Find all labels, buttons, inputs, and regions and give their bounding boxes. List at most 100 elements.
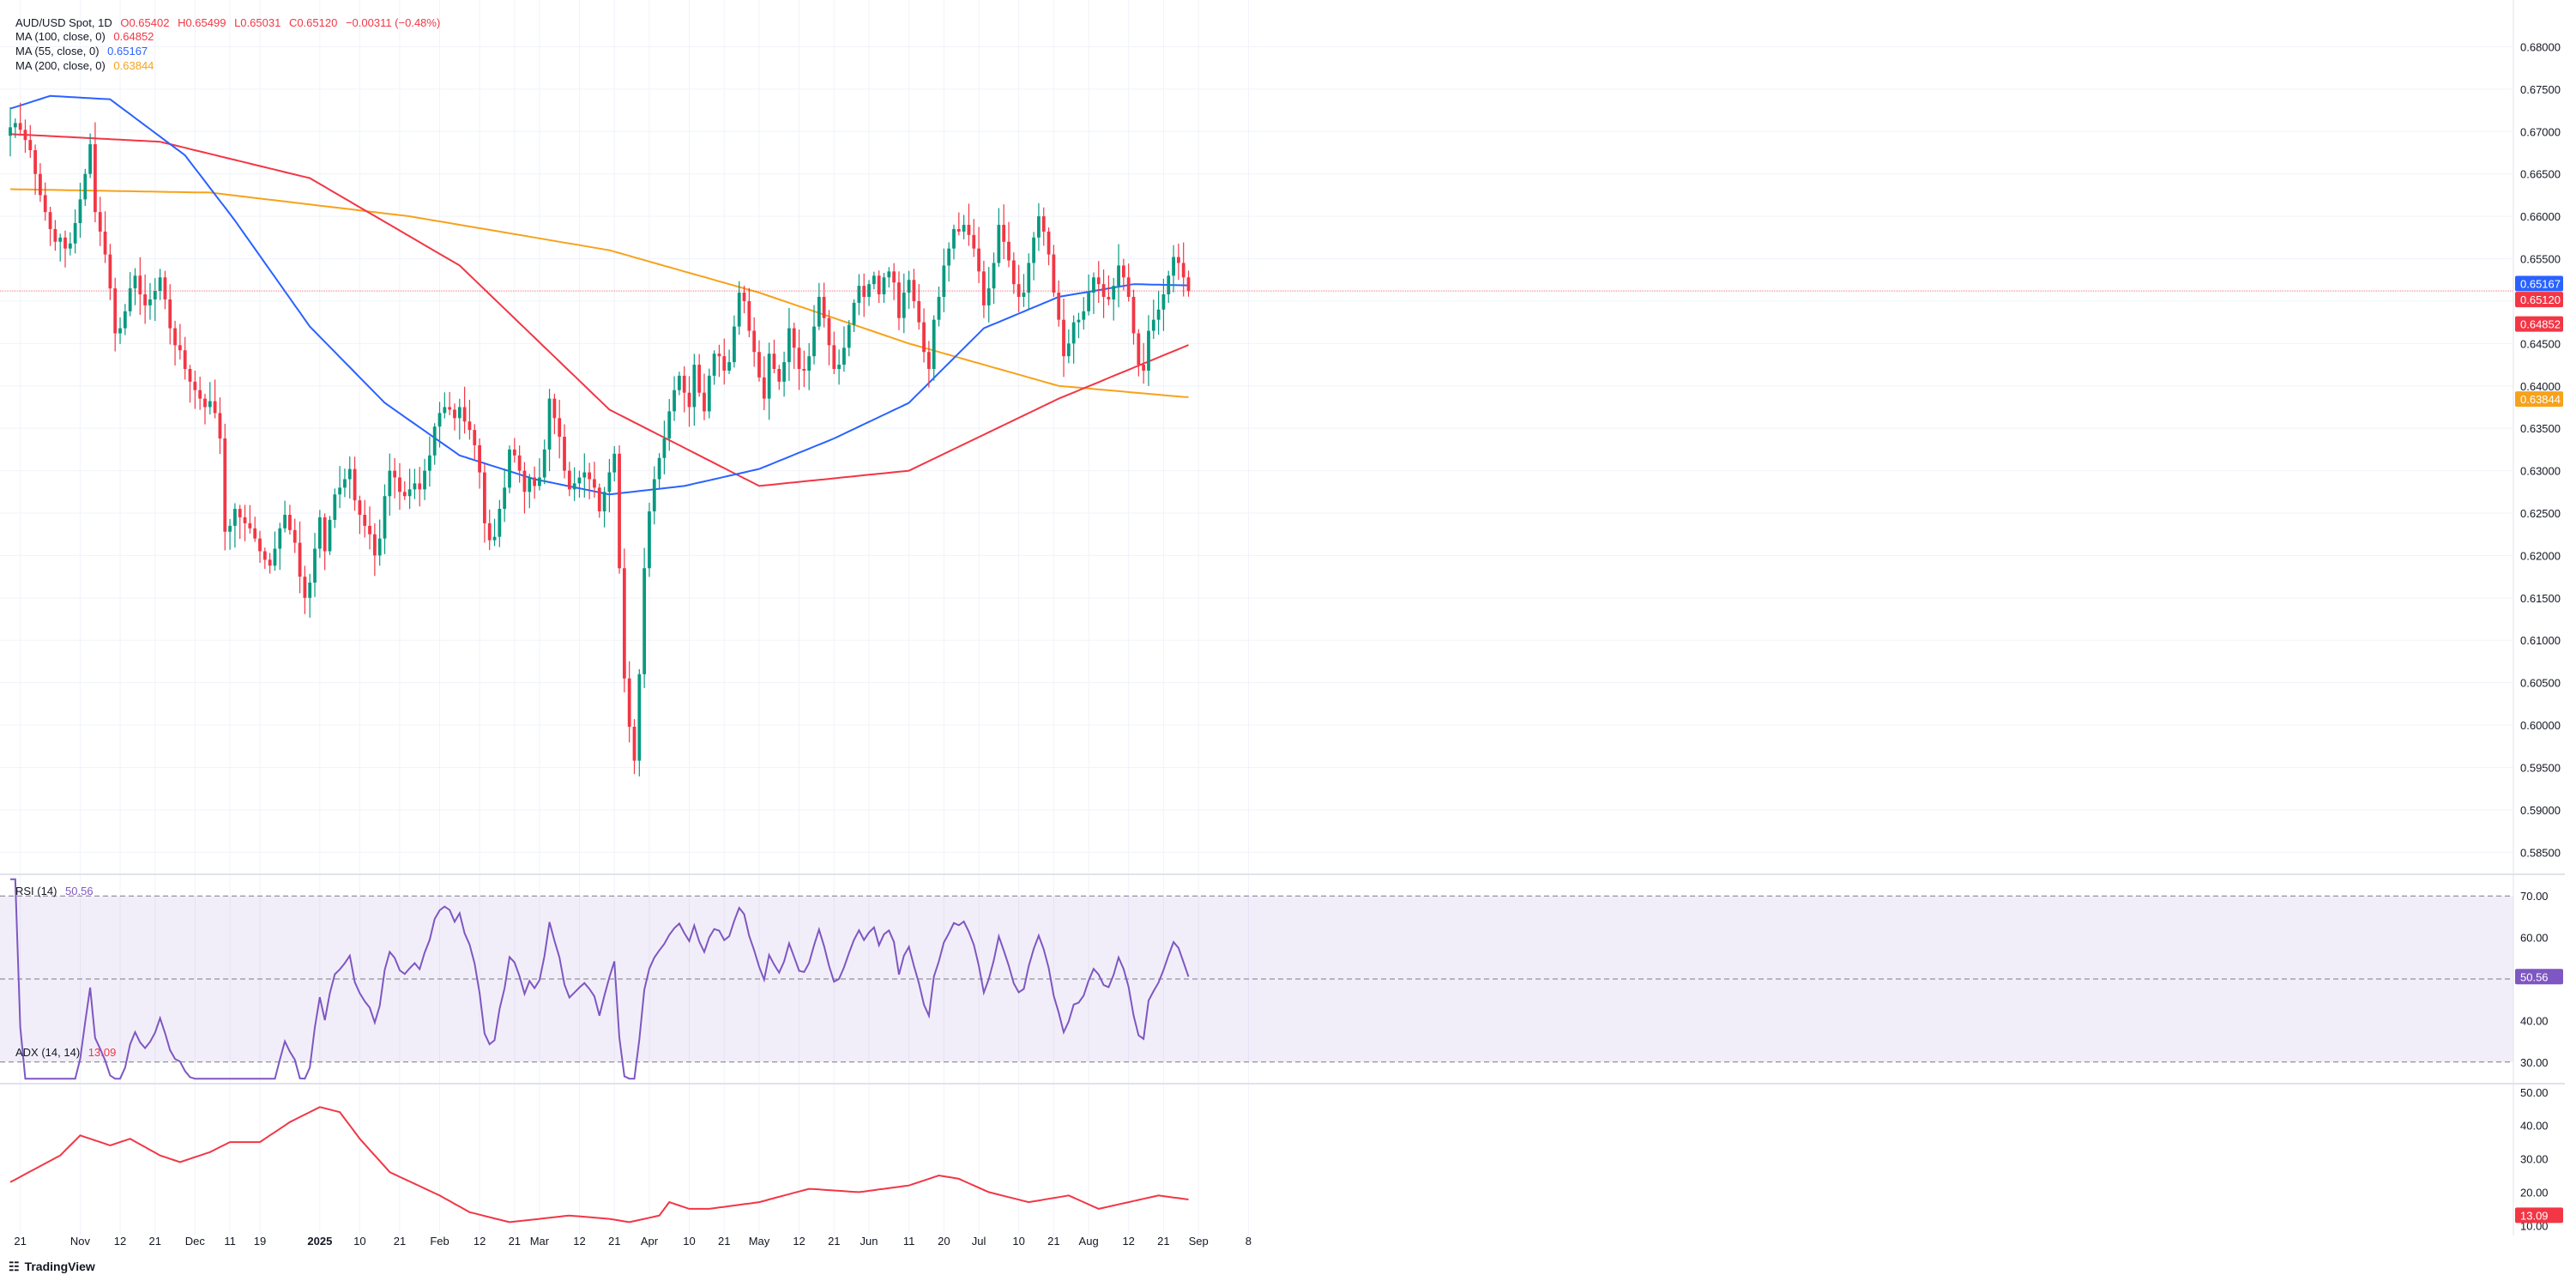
candle-body — [18, 123, 22, 130]
rsi-tick-label: 40.00 — [2520, 1014, 2549, 1027]
price-badge-ma200-bg — [2515, 391, 2563, 408]
candle-body — [128, 288, 132, 311]
candle-body — [427, 455, 431, 471]
rsi-legend[interactable]: RSI (14) 50.56 — [15, 884, 94, 898]
candle-body — [897, 282, 901, 318]
candle-body — [657, 457, 661, 480]
time-tick-label: Aug — [1079, 1235, 1099, 1248]
candle-body — [462, 407, 467, 422]
candlestick-series — [9, 102, 1191, 776]
candle-body — [1112, 286, 1116, 299]
price-tick-label: 0.63500 — [2520, 422, 2561, 435]
candle-body — [1167, 275, 1171, 295]
candle-body — [1176, 257, 1180, 263]
candle-body — [1082, 311, 1086, 320]
time-tick-label: Sep — [1189, 1235, 1209, 1248]
candle-body — [39, 173, 42, 196]
rsi-tick-label: 30.00 — [2520, 1056, 2549, 1069]
price-badge-last: 0.65120 — [2520, 293, 2561, 306]
candle-body — [492, 536, 497, 541]
candle-body — [487, 523, 492, 541]
candle-body — [58, 237, 63, 242]
candle-body — [398, 477, 401, 492]
candle-body — [712, 353, 716, 376]
adx-legend[interactable]: ADX (14, 14) 13.09 — [15, 1045, 116, 1060]
time-tick-label: 11 — [903, 1235, 915, 1248]
candle-body — [28, 140, 33, 151]
candle-body — [772, 353, 776, 369]
candle-body — [383, 496, 387, 539]
candle-body — [407, 489, 412, 497]
rsi-tick-label: 60.00 — [2520, 932, 2549, 945]
candle-body — [1147, 330, 1150, 371]
candle-body — [363, 514, 367, 526]
candle-body — [178, 345, 182, 351]
candle-body — [982, 271, 986, 305]
candle-body — [572, 483, 576, 490]
symbol-legend[interactable]: AUD/USD Spot, 1D O0.65402 H0.65499 L0.65… — [15, 15, 440, 30]
candle-body — [108, 254, 112, 289]
candle-body — [912, 280, 916, 301]
candle-body — [852, 302, 856, 325]
candle-body — [767, 353, 771, 399]
candle-body — [942, 265, 946, 297]
candle-body — [922, 322, 926, 353]
candle-body — [388, 470, 392, 497]
candle-body — [253, 528, 257, 539]
adx-tick-label: 50.00 — [2520, 1086, 2549, 1099]
candle-body — [1121, 265, 1125, 278]
ma200-legend[interactable]: MA (200, close, 0) 0.63844 — [15, 58, 154, 73]
candle-body — [707, 375, 711, 412]
rsi-value: 50.56 — [65, 885, 94, 897]
candle-body — [432, 426, 437, 456]
candle-body — [742, 293, 746, 301]
candle-body — [343, 479, 347, 488]
candle-body — [817, 297, 821, 327]
candle-body — [483, 472, 486, 523]
candle-body — [887, 271, 891, 278]
candle-body — [188, 369, 192, 382]
candle-body — [278, 528, 282, 549]
candle-body — [1037, 216, 1041, 238]
ma55-legend[interactable]: MA (55, close, 0) 0.65167 — [15, 44, 148, 58]
candle-body — [533, 477, 536, 486]
time-tick-label: 12 — [573, 1235, 585, 1248]
price-badge-ma100: 0.64852 — [2520, 318, 2561, 331]
candle-body — [807, 356, 811, 371]
time-tick-label: 21 — [1157, 1235, 1169, 1248]
rsi-badge-bg — [2515, 969, 2563, 985]
candle-body — [867, 284, 871, 297]
price-axis[interactable]: 0.68000 0.67500 0.67000 0.66500 0.66000 0.655… — [2515, 40, 2563, 1232]
candle-body — [792, 328, 796, 348]
time-axis[interactable]: 21 Nov 12 21 Dec 11 19 2025 10 21 Feb 12 21 Mar 12 21 Ap… — [14, 1235, 1252, 1248]
candle-body — [248, 523, 252, 529]
candle-body — [23, 130, 27, 141]
candle-body — [153, 291, 157, 299]
time-tick-label: 21 — [828, 1235, 840, 1248]
candle-body — [1126, 277, 1131, 297]
candle-body — [597, 487, 601, 512]
time-tick-label: May — [749, 1235, 770, 1248]
candle-body — [1032, 237, 1035, 263]
candle-body — [448, 407, 452, 410]
candle-body — [503, 487, 507, 510]
candle-body — [198, 390, 202, 399]
time-tick-label: 12 — [474, 1235, 486, 1248]
candle-body — [1047, 231, 1051, 255]
ma100-legend[interactable]: MA (100, close, 0) 0.64852 — [15, 29, 154, 44]
time-tick-label: 10 — [353, 1235, 365, 1248]
candle-body — [228, 525, 232, 532]
price-badge-last-bg — [2515, 292, 2563, 308]
price-tick-label: 0.66000 — [2520, 210, 2561, 223]
candle-body — [98, 212, 102, 232]
low-value: L0.65031 — [234, 16, 281, 29]
tradingview-logo[interactable]: ☷ TradingView — [9, 1260, 95, 1274]
ma100-label: MA (100, close, 0) — [15, 30, 106, 43]
candle-body — [368, 525, 371, 535]
candle-body — [83, 173, 87, 200]
candle-body — [822, 297, 826, 318]
candle-body — [1022, 293, 1026, 297]
candle-body — [308, 583, 312, 598]
price-tick-label: 0.58500 — [2520, 846, 2561, 859]
